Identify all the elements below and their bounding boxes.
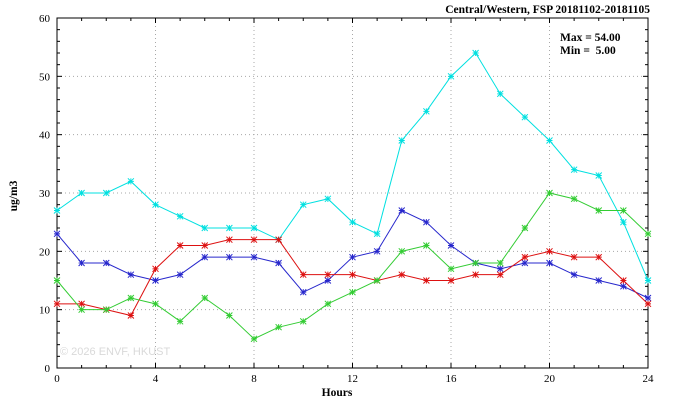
chart-title: Central/Western, FSP 20181102-20181105 — [445, 4, 650, 16]
min-annotation: Min = 5.00 — [560, 45, 616, 57]
max-annotation: Max = 54.00 — [560, 32, 621, 44]
svg-text:20: 20 — [39, 246, 51, 258]
svg-text:16: 16 — [446, 373, 458, 385]
svg-text:40: 40 — [39, 130, 51, 142]
svg-text:30: 30 — [39, 188, 51, 200]
watermark-text: © 2026 ENVF, HKUST — [60, 346, 171, 358]
svg-text:60: 60 — [39, 13, 51, 25]
svg-text:24: 24 — [643, 373, 655, 385]
y-axis-label: ug/m3 — [8, 180, 20, 212]
svg-text:20: 20 — [544, 373, 556, 385]
svg-text:10: 10 — [39, 305, 51, 317]
svg-text:50: 50 — [39, 71, 51, 83]
x-axis-label: Hours — [321, 387, 353, 399]
svg-text:12: 12 — [347, 373, 358, 385]
svg-text:8: 8 — [251, 373, 257, 385]
svg-text:0: 0 — [45, 363, 51, 375]
svg-text:0: 0 — [54, 373, 60, 385]
max-min-annotation: Max = 54.00 Min = 5.00 — [560, 32, 621, 58]
svg-text:4: 4 — [153, 373, 159, 385]
